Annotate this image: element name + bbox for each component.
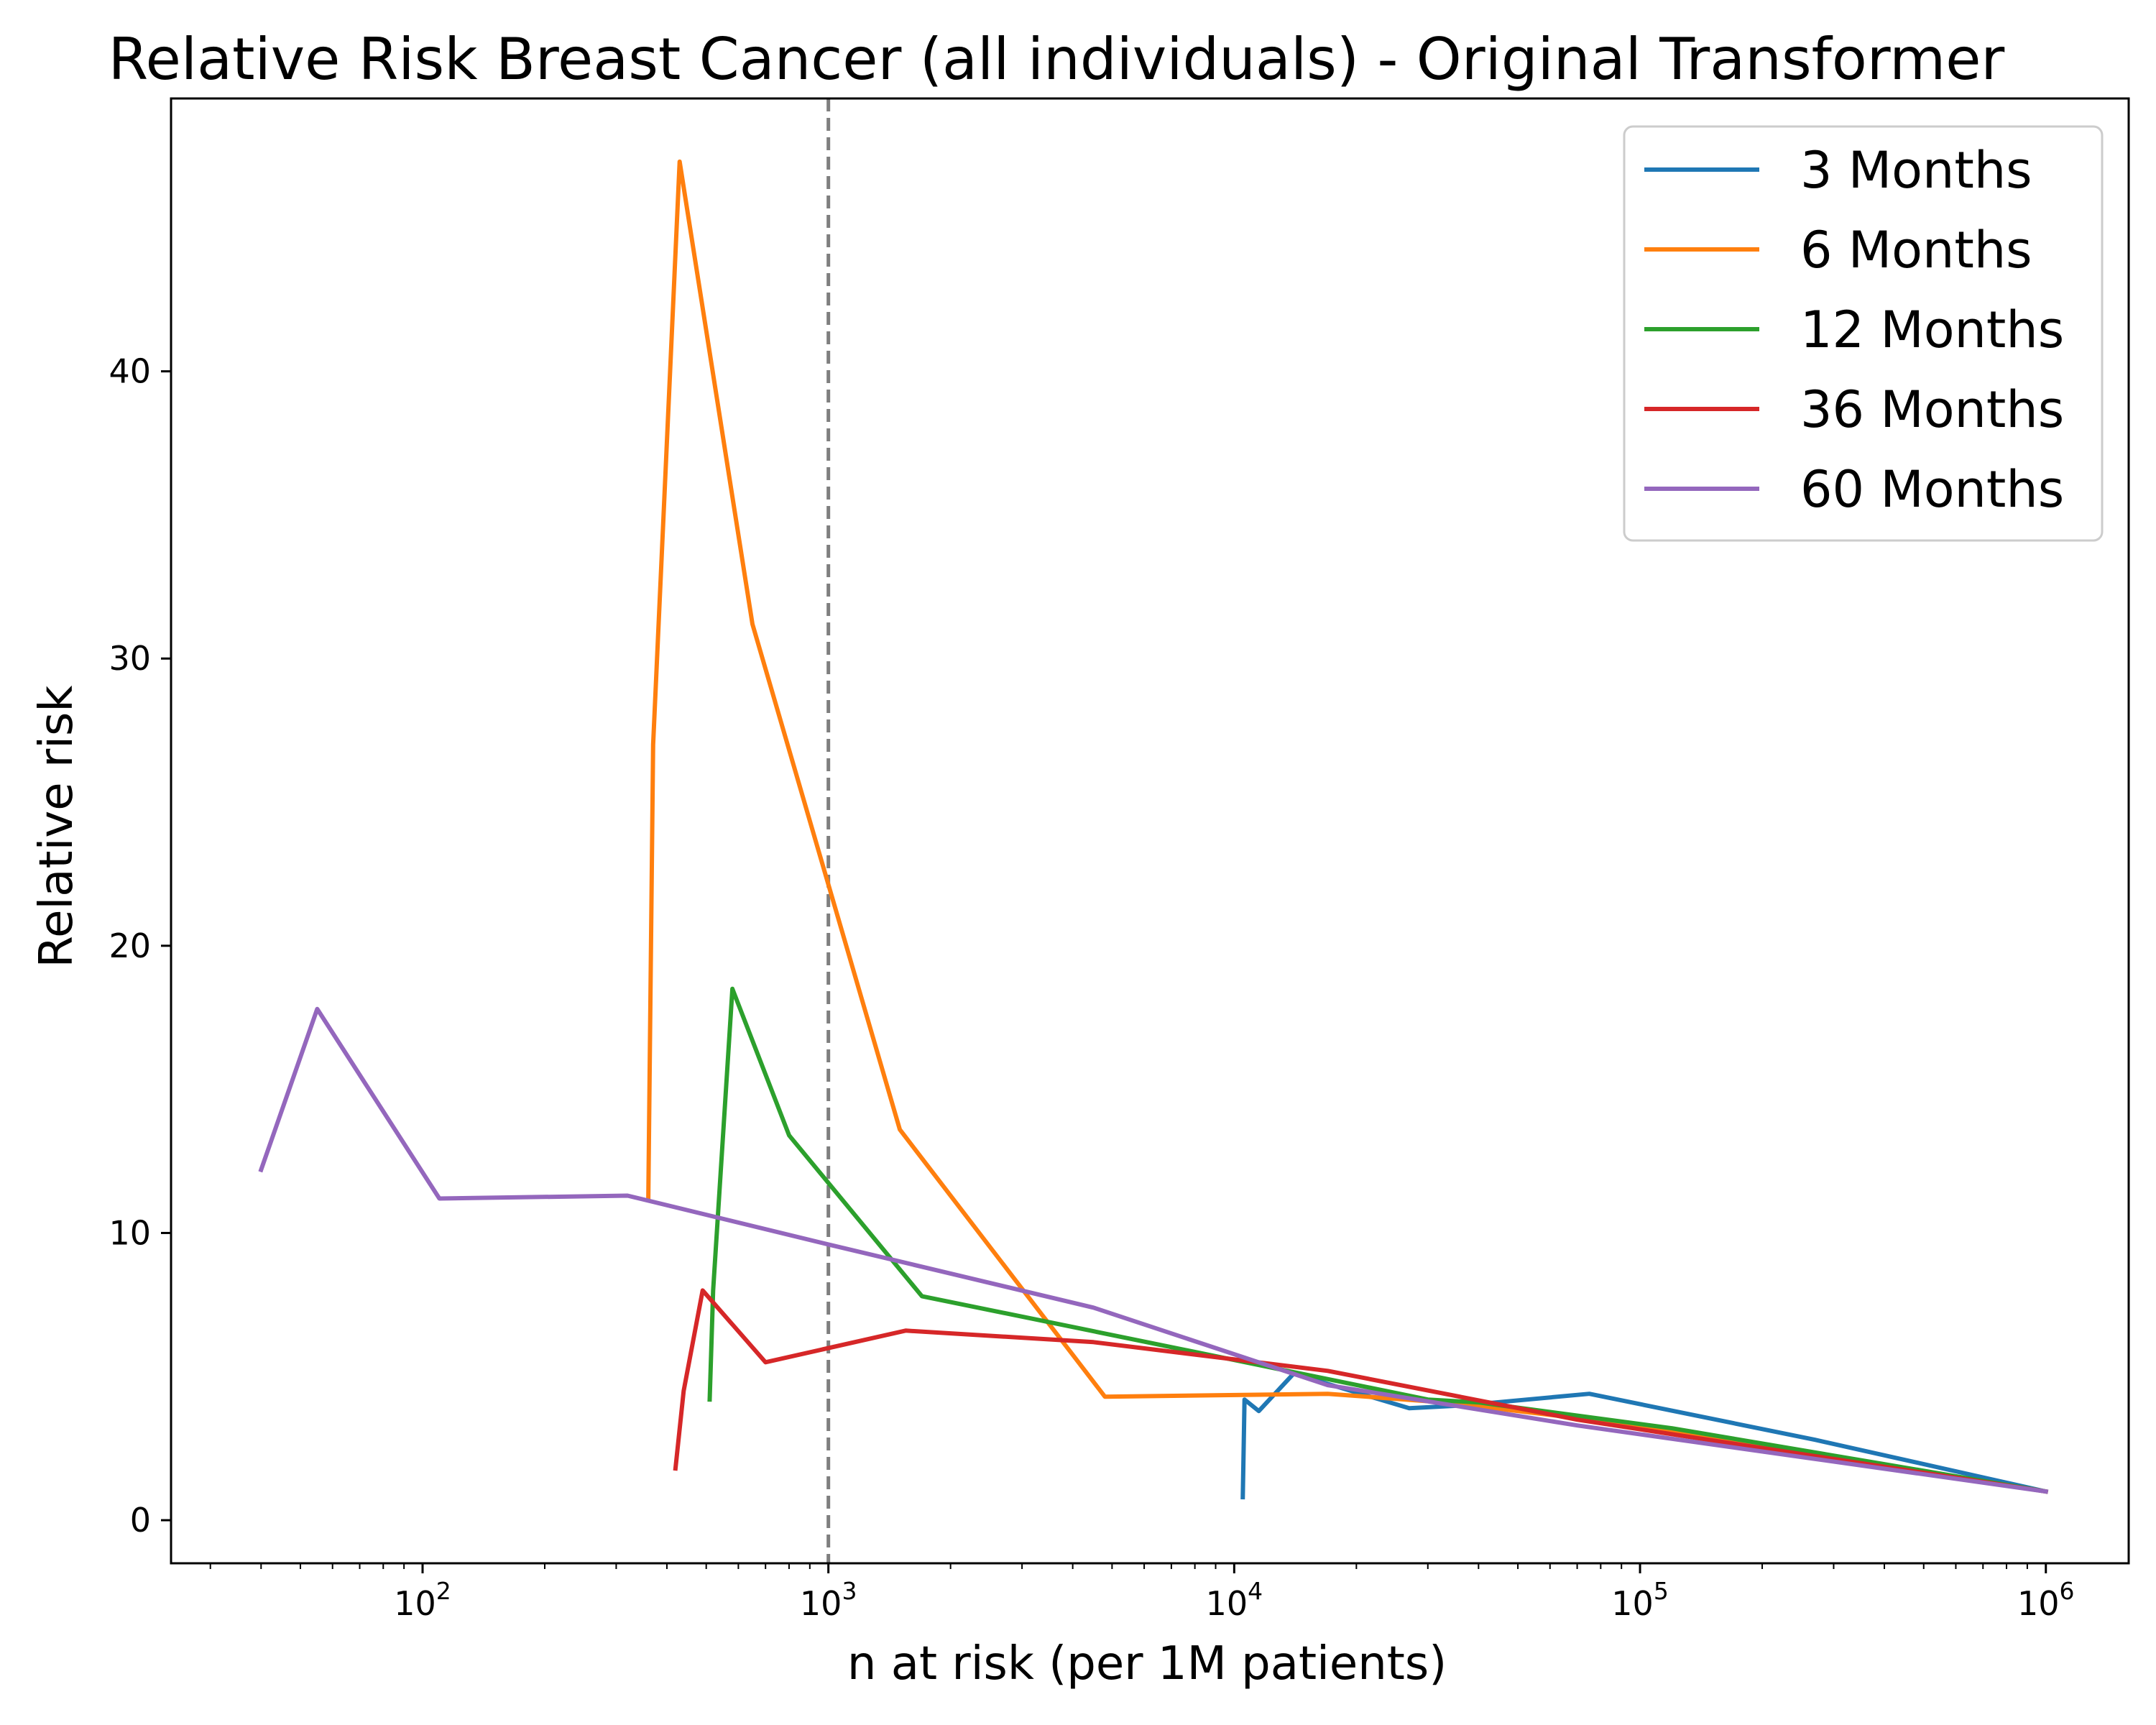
plot-frame bbox=[170, 97, 2130, 1565]
legend-label-1: 3 Months bbox=[1800, 141, 2032, 200]
x-tick-label: 106 bbox=[2017, 1577, 2075, 1623]
plot-area bbox=[258, 98, 2049, 1563]
series-line-5 bbox=[258, 1006, 2049, 1494]
x-tick-label: 103 bbox=[800, 1577, 857, 1623]
y-axis-label: Relative risk bbox=[30, 686, 83, 968]
y-axis: 0 10 20 30 40 bbox=[109, 352, 171, 1540]
y-tick-label: 0 bbox=[130, 1501, 151, 1540]
y-tick-label: 20 bbox=[109, 926, 151, 965]
series-line-3 bbox=[707, 986, 2049, 1494]
x-axis-label: n at risk (per 1M patients) bbox=[847, 1637, 1447, 1690]
series-line-4 bbox=[673, 1288, 2049, 1494]
chart-title: Relative Risk Breast Cancer (all individ… bbox=[109, 26, 2005, 93]
legend: 3 Months 6 Months 12 Months 36 Months 60 Mon… bbox=[1623, 125, 2104, 542]
legend-label-3: 12 Months bbox=[1800, 300, 2064, 359]
legend-label-5: 60 Months bbox=[1800, 460, 2064, 519]
y-tick-label: 30 bbox=[109, 639, 151, 678]
legend-box bbox=[1623, 125, 2104, 542]
x-tick-label: 105 bbox=[1611, 1577, 1669, 1623]
series-line-1 bbox=[1240, 1371, 2049, 1500]
legend-label-4: 36 Months bbox=[1800, 380, 2064, 439]
legend-label-2: 6 Months bbox=[1800, 221, 2032, 280]
x-tick-label: 102 bbox=[394, 1577, 451, 1623]
y-tick-label: 10 bbox=[109, 1213, 151, 1252]
y-tick-label: 40 bbox=[109, 352, 151, 391]
x-tick-label: 104 bbox=[1206, 1577, 1263, 1623]
x-axis: 102 103 104 105 106 bbox=[209, 1563, 2075, 1623]
